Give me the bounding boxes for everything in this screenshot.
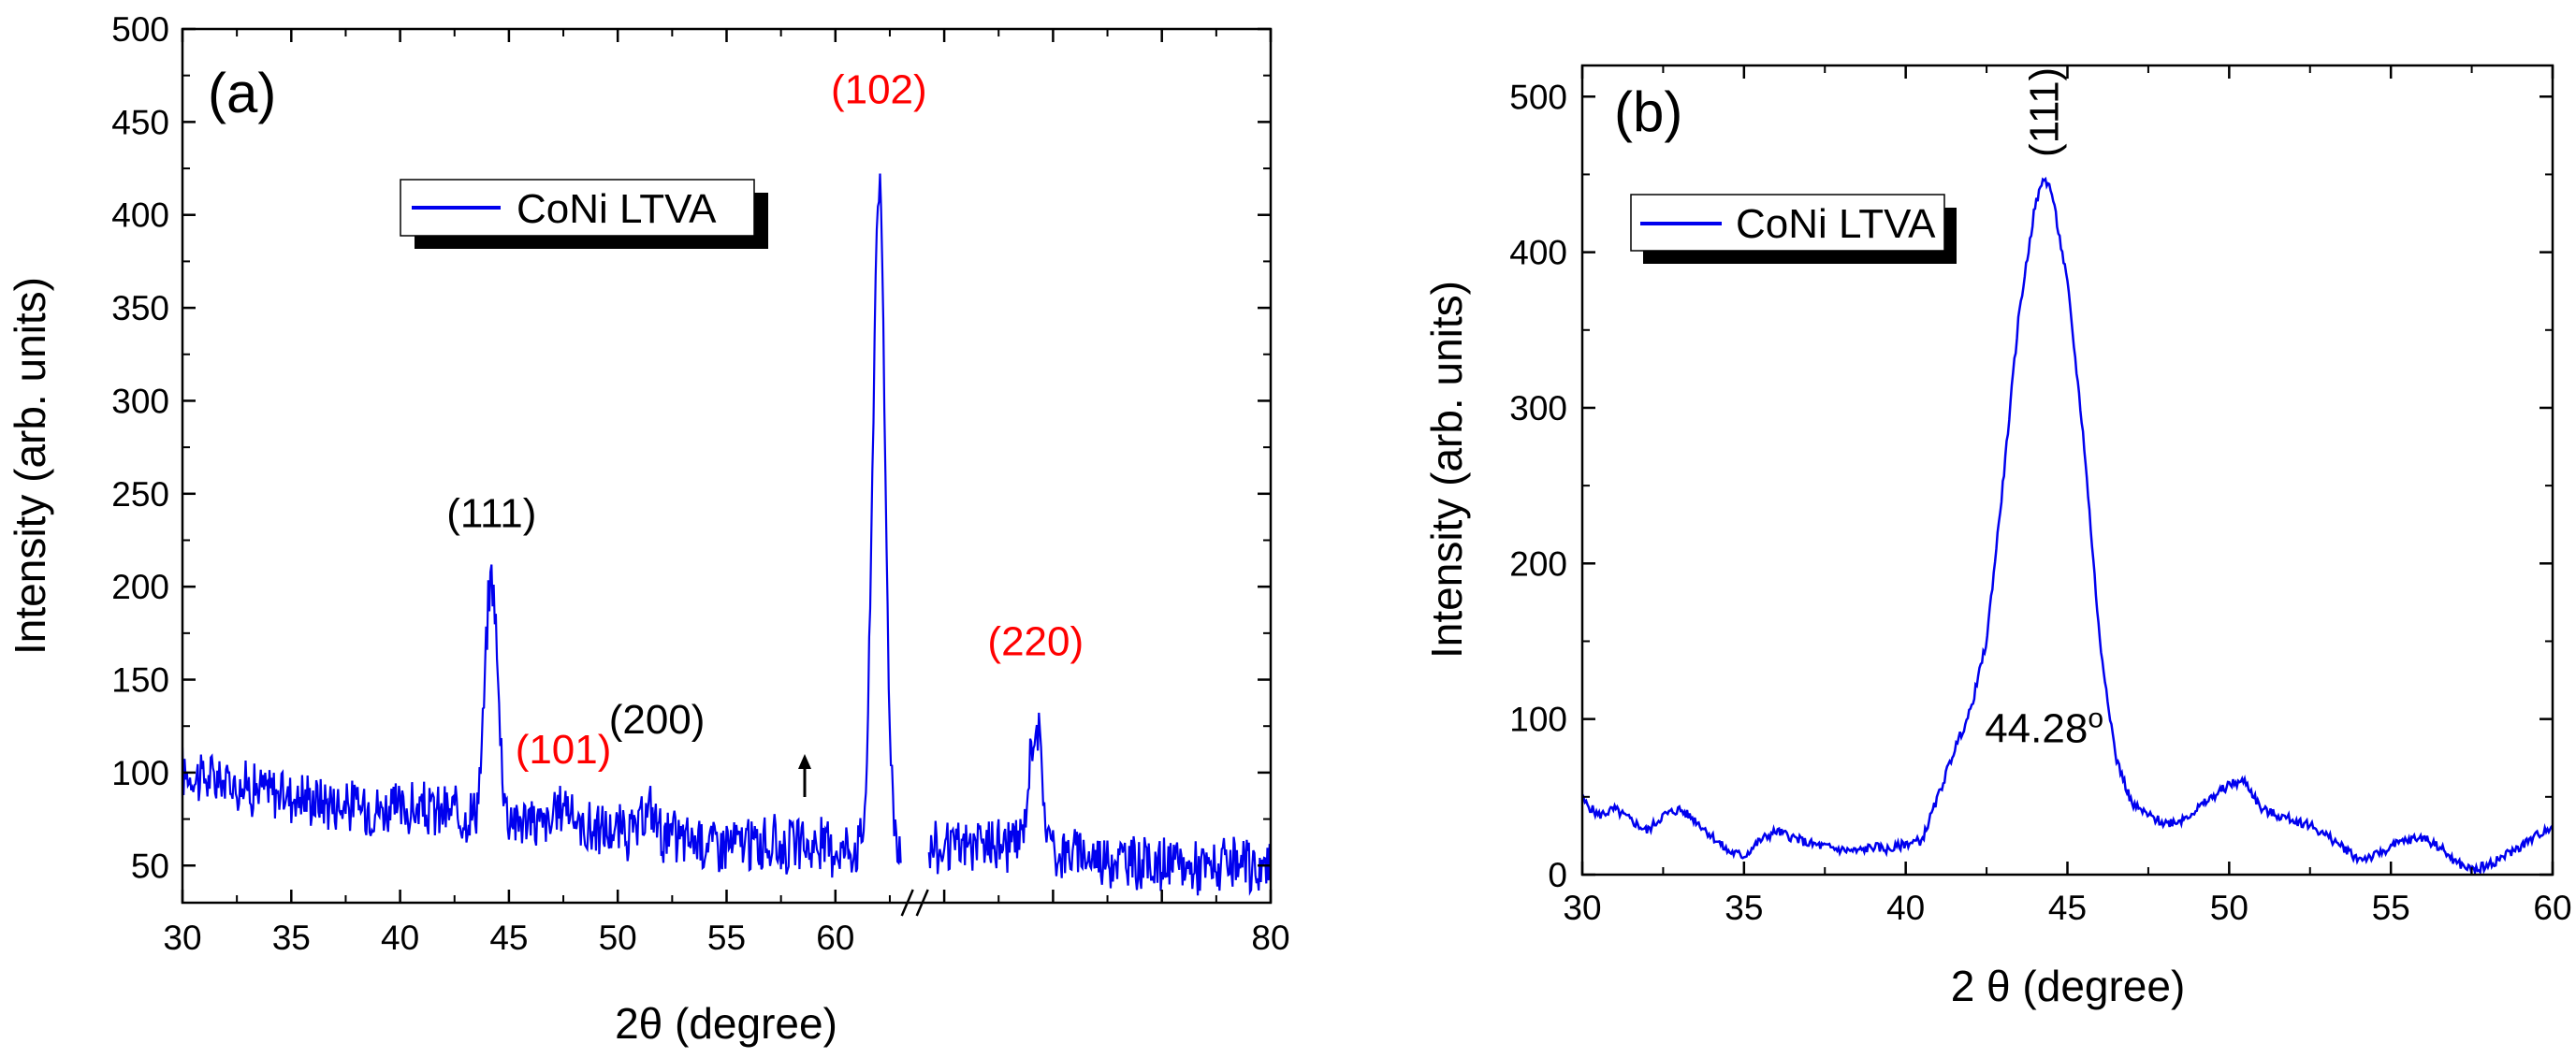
- y-tick-label: 300: [111, 382, 169, 420]
- panel-b-xlabel: 2 θ (degree): [1951, 962, 2186, 1010]
- y-tick-label: 450: [111, 103, 169, 141]
- panel-a-series: [182, 173, 1271, 896]
- panel-b-frame: [1580, 64, 2554, 877]
- peak-annotation: (102): [831, 66, 927, 112]
- x-tick-label: 80: [1251, 919, 1289, 957]
- series-line-segment: [927, 712, 1271, 896]
- arrow-head: [798, 754, 811, 769]
- x-tick-label: 40: [381, 919, 419, 957]
- x-tick-label: 30: [163, 919, 201, 957]
- x-tick-label: 55: [2372, 889, 2410, 927]
- peak-annotation: (111): [2022, 67, 2068, 157]
- x-tick-label: 50: [599, 919, 637, 957]
- y-tick-label: 100: [1509, 701, 1567, 739]
- panel-b-series: [1582, 176, 2553, 875]
- panel-a: 30 35 40 45 50 55 60 80 50 100 150 200 250 300 350 400 4…: [6, 10, 1290, 1048]
- y-tick-label: 400: [111, 196, 169, 235]
- x-tick-label: 30: [1563, 889, 1601, 927]
- legend-entry: CoNi LTVA: [1736, 201, 1936, 247]
- y-tick-label: 500: [111, 10, 169, 49]
- panel-a-frame: [181, 27, 1273, 905]
- y-tick-label: 350: [111, 289, 169, 327]
- y-tick-label: 500: [1509, 78, 1567, 116]
- panel-a-annotations: (111) (102) (220) (101)(200): [446, 66, 1084, 772]
- y-tick-label: 200: [111, 568, 169, 606]
- y-tick-label: 300: [1509, 389, 1567, 428]
- panel-b: 30 35 40 45 50 55 60 0 100 200 300 400 500 (b) CoNi …: [1422, 64, 2572, 1010]
- panel-a-ylabel: Intensity (arb. units): [6, 277, 54, 655]
- panel-a-xlabel: 2θ (degree): [615, 999, 837, 1048]
- panel-b-ylabel: Intensity (arb. units): [1422, 281, 1471, 659]
- series-line-segment: [182, 173, 902, 878]
- y-tick-label: 50: [131, 847, 169, 885]
- peak-annotation: (200): [609, 697, 706, 743]
- y-tick-label: 100: [111, 754, 169, 792]
- panel-b-ticks: 30 35 40 45 50 55 60 0 100 200 300 400 500: [1509, 65, 2572, 927]
- y-tick-label: 150: [111, 661, 169, 700]
- degree-superscript: o: [2088, 703, 2103, 734]
- peak-annotation: (220): [987, 619, 1084, 665]
- y-tick-label: 400: [1509, 234, 1567, 272]
- x-tick-label: 60: [816, 919, 854, 957]
- legend-entry: CoNi LTVA: [517, 186, 717, 232]
- panel-b-legend: CoNi LTVA: [1630, 194, 1957, 264]
- y-tick-label: 0: [1548, 856, 1567, 894]
- panel-b-annotations: (111) 44.28o: [1985, 67, 2103, 752]
- series-line: [1582, 176, 2553, 875]
- x-tick-label: 35: [1725, 889, 1763, 927]
- x-tick-label: 45: [2048, 889, 2087, 927]
- x-tick-label: 60: [2533, 889, 2571, 927]
- annotation-200-arrow: [798, 754, 811, 797]
- peak-annotation: (101): [516, 727, 612, 773]
- y-tick-label: 250: [111, 475, 169, 514]
- y-tick-label: 200: [1509, 544, 1567, 583]
- peak-position-annotation: 44.28o: [1985, 703, 2103, 752]
- x-tick-label: 45: [489, 919, 528, 957]
- panel-a-ticks: 30 35 40 45 50 55 60 80 50 100 150 200 250 300 350 400 4…: [111, 10, 1289, 957]
- x-tick-label: 40: [1886, 889, 1925, 927]
- panel-a-label: (a): [208, 62, 276, 124]
- x-tick-label: 35: [272, 919, 311, 957]
- peak-annotation: (111): [446, 491, 536, 537]
- x-tick-label: 55: [707, 919, 746, 957]
- panel-a-legend: CoNi LTVA: [400, 179, 768, 249]
- x-tick-label: 50: [2210, 889, 2249, 927]
- panel-b-label: (b): [1614, 80, 1682, 143]
